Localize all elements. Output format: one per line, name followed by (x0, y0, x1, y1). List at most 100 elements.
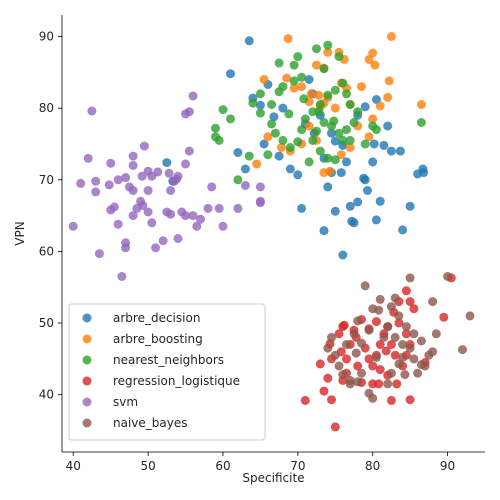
data-point (314, 90, 324, 100)
data-point (374, 379, 384, 389)
data-point (76, 178, 86, 188)
data-point (371, 125, 381, 135)
legend-marker (82, 334, 92, 344)
data-point (143, 186, 153, 195)
legend-marker (82, 355, 92, 365)
data-point (342, 354, 351, 364)
data-point (233, 148, 243, 157)
data-point (368, 48, 378, 58)
data-point (357, 82, 366, 92)
data-point (304, 75, 314, 84)
data-point (353, 107, 363, 117)
data-point (325, 166, 335, 176)
data-point (371, 95, 381, 104)
data-point (330, 350, 340, 360)
data-point (226, 114, 235, 124)
data-point (383, 322, 393, 332)
data-point (368, 114, 378, 124)
data-point (138, 201, 148, 211)
data-point (284, 109, 294, 119)
data-point (289, 60, 299, 70)
data-point (207, 182, 217, 192)
data-point (370, 60, 380, 70)
data-point (297, 125, 307, 135)
data-point (390, 332, 400, 342)
data-point (334, 329, 344, 339)
data-point (285, 143, 295, 152)
data-point (375, 340, 385, 349)
data-point (304, 121, 314, 131)
data-point (386, 302, 396, 312)
data-point (128, 211, 138, 221)
data-point (379, 140, 389, 150)
data-point (147, 218, 157, 228)
data-point (364, 325, 374, 335)
data-point (342, 89, 351, 99)
data-point (285, 164, 295, 174)
data-point (338, 78, 348, 88)
data-point (87, 106, 97, 116)
data-point (113, 219, 123, 229)
data-point (413, 368, 423, 378)
data-point (330, 155, 340, 165)
data-point (363, 186, 372, 195)
legend-marker (82, 418, 92, 428)
y-tick-label: 80 (39, 101, 54, 115)
data-point (104, 180, 114, 190)
data-point (323, 47, 333, 57)
data-point (308, 135, 318, 145)
data-point (263, 132, 273, 142)
data-point (327, 128, 336, 138)
data-point (137, 171, 147, 181)
data-point (315, 146, 325, 156)
data-point (383, 92, 393, 102)
data-point (203, 203, 213, 213)
data-point (68, 221, 78, 231)
legend: arbre_decision arbre_boosting nearest_neig… (68, 303, 266, 441)
data-point (405, 297, 415, 307)
data-point (349, 118, 359, 127)
data-point (371, 317, 381, 327)
data-point (323, 343, 333, 353)
data-point (405, 201, 415, 211)
data-point (338, 370, 348, 380)
x-tick-label: 40 (66, 459, 81, 473)
data-point (465, 311, 475, 321)
data-point (357, 338, 366, 348)
series-svm (68, 91, 265, 281)
data-point (458, 345, 467, 355)
data-point (339, 320, 349, 330)
data-point (226, 69, 235, 79)
data-point (347, 216, 357, 226)
data-point (244, 36, 254, 46)
data-point (240, 164, 250, 174)
series-nearest_neighbors (211, 40, 426, 185)
legend-item: regression_logistique (82, 374, 240, 388)
data-point (319, 226, 329, 236)
data-point (398, 340, 408, 349)
data-point (364, 354, 374, 364)
data-point (323, 40, 333, 50)
data-point (196, 214, 205, 224)
data-point (395, 146, 405, 156)
data-point (278, 135, 288, 145)
data-point (128, 151, 138, 161)
series-arbre_decision (162, 36, 429, 260)
legend-item: naive_bayes (82, 416, 187, 430)
data-point (255, 182, 265, 192)
data-point (428, 297, 438, 307)
data-point (143, 207, 153, 217)
data-point (338, 250, 348, 260)
legend-items: arbre_decision arbre_boosting nearest_neig… (82, 311, 240, 430)
data-point (91, 187, 101, 197)
data-point (255, 100, 265, 110)
data-point (248, 98, 258, 108)
x-tick-label: 60 (215, 459, 230, 473)
data-point (270, 128, 280, 138)
legend-item: svm (82, 395, 138, 409)
data-point (255, 89, 265, 99)
legend-item: arbre_boosting (82, 332, 203, 346)
data-point (113, 175, 123, 185)
data-point (364, 132, 374, 142)
data-point (192, 221, 202, 231)
